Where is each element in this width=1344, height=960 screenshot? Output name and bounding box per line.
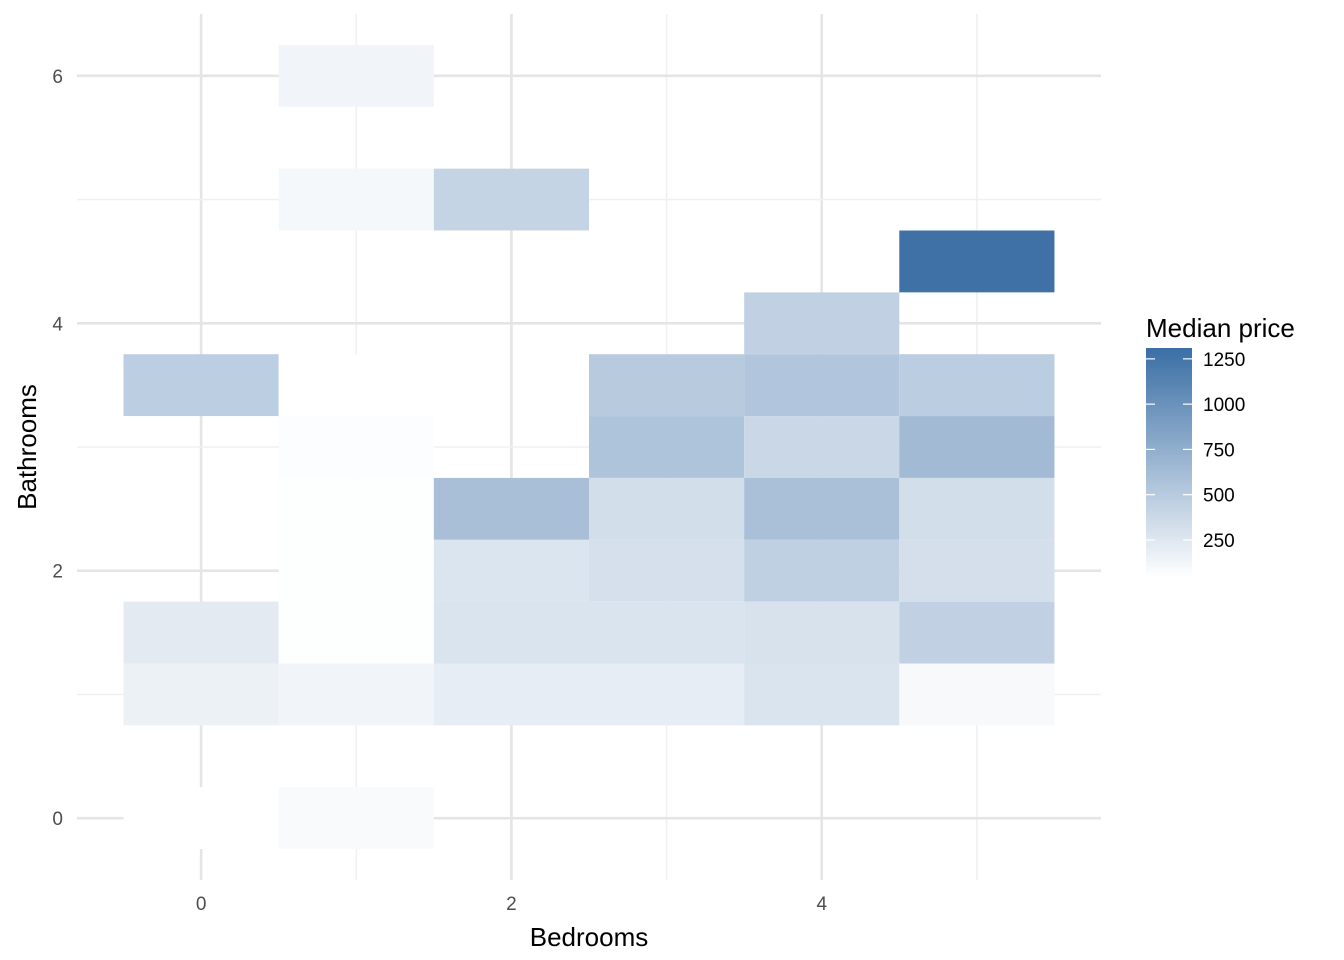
legend: Median price 1250 1000 750 500 250: [1146, 313, 1295, 578]
heatmap-cell: [899, 354, 1055, 417]
legend-label: 1250: [1203, 350, 1245, 371]
heatmap-cells: [123, 44, 1055, 850]
heatmap-cell: [278, 354, 434, 417]
heatmap-cell: [899, 416, 1055, 478]
heatmap-cell: [589, 601, 745, 664]
axis-ticks: 0 2 4 0 2 4 6: [52, 67, 827, 915]
heatmap-cell: [744, 292, 900, 355]
y-tick-label: 0: [52, 809, 63, 830]
y-tick-label: 2: [52, 562, 63, 583]
heatmap-cell: [433, 663, 589, 726]
y-tick-label: 6: [52, 67, 63, 88]
legend-label: 250: [1203, 531, 1235, 552]
heatmap-cell: [589, 354, 745, 417]
heatmap-cell: [744, 477, 900, 540]
heatmap-cell: [899, 663, 1055, 726]
y-axis-title: Bathrooms: [12, 384, 42, 510]
heatmap-cell: [899, 230, 1055, 293]
heatmap-cell: [123, 787, 279, 850]
heatmap-cell: [899, 539, 1055, 602]
heatmap-cell: [123, 354, 279, 417]
heatmap-cell: [589, 416, 745, 478]
heatmap-cell: [744, 539, 900, 602]
heatmap-cell: [899, 477, 1055, 540]
heatmap-cell: [433, 168, 589, 231]
heatmap-cell: [278, 416, 434, 478]
heatmap-cell: [744, 416, 900, 478]
heatmap-cell: [589, 663, 745, 726]
y-tick-label: 4: [52, 314, 63, 335]
heatmap-cell: [278, 787, 434, 850]
heatmap-cell: [278, 168, 434, 231]
heatmap-cell: [278, 539, 434, 602]
x-tick-label: 2: [506, 894, 517, 915]
heatmap-cell: [744, 663, 900, 726]
heatmap-cell: [278, 477, 434, 540]
heatmap-cell: [278, 601, 434, 664]
legend-label: 750: [1203, 440, 1235, 461]
heatmap-cell: [278, 663, 434, 726]
heatmap-cell: [433, 539, 589, 602]
heatmap-cell: [433, 477, 589, 540]
heatmap-cell: [123, 601, 279, 664]
heatmap-cell: [433, 601, 589, 664]
legend-ticks: 1250 1000 750 500 250: [1146, 350, 1245, 552]
heatmap-cell: [589, 477, 745, 540]
heatmap-cell: [123, 663, 279, 726]
heatmap-cell: [744, 354, 900, 417]
legend-label: 1000: [1203, 395, 1245, 416]
x-tick-label: 4: [816, 894, 827, 915]
legend-label: 500: [1203, 486, 1235, 507]
heatmap-cell: [278, 44, 434, 107]
x-tick-label: 0: [196, 894, 207, 915]
heatmap-cell: [589, 539, 745, 602]
x-axis-title: Bedrooms: [530, 922, 649, 952]
legend-title: Median price: [1146, 313, 1295, 343]
heatmap-cell: [899, 601, 1055, 664]
heatmap-cell: [744, 601, 900, 664]
legend-color-bar: [1146, 348, 1192, 578]
